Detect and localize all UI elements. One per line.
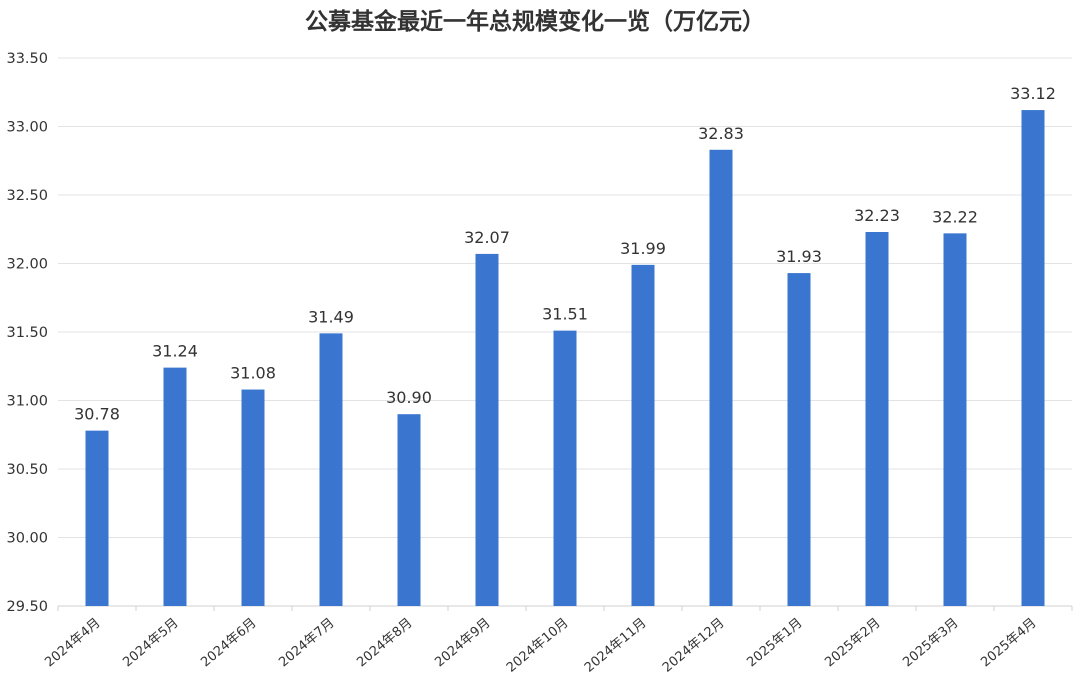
data-labels: 30.78 31.24 31.08 31.49 30.90 32.07 31.51 31.99…: [74, 84, 1056, 424]
bar: [85, 430, 109, 606]
y-tick-label: 31.50: [6, 325, 48, 341]
bar: [397, 414, 421, 606]
data-label: 32.07: [464, 228, 510, 247]
bars: [85, 110, 1045, 607]
data-label: 31.51: [542, 305, 588, 324]
bar: [1021, 110, 1045, 606]
x-tick-label: 2024年12月: [660, 616, 728, 676]
bar: [787, 273, 811, 606]
bar: [475, 253, 499, 606]
data-label: 30.90: [386, 388, 432, 407]
y-tick-label: 29.50: [6, 599, 48, 615]
x-tick-label: 2024年6月: [198, 616, 259, 671]
x-tick-label: 2024年4月: [42, 616, 103, 671]
bar: [241, 389, 265, 606]
y-tick-label: 31.00: [6, 394, 48, 410]
bar: [709, 149, 733, 607]
bar: [943, 233, 967, 607]
data-label: 32.23: [854, 206, 900, 225]
data-label: 32.22: [932, 207, 978, 226]
x-axis-tick-labels: 2024年4月 2024年5月 2024年6月 2024年7月 2024年8月 2024年…: [42, 616, 1039, 676]
y-tick-label: 33.50: [6, 51, 48, 67]
bar: [319, 333, 343, 606]
y-tick-label: 32.00: [6, 257, 48, 273]
data-label: 31.99: [620, 239, 666, 258]
data-label: 31.49: [308, 307, 354, 326]
y-axis-tick-labels: 29.50 30.00 30.50 31.00 31.50 32.00 32.50 33.00…: [6, 51, 48, 615]
x-tick-label: 2025年2月: [822, 616, 883, 671]
bar: [865, 231, 889, 607]
x-tick-label: 2024年5月: [120, 616, 181, 671]
x-tick-label: 2024年11月: [582, 616, 650, 676]
data-label: 31.08: [230, 364, 276, 383]
x-tick-label: 2025年3月: [900, 616, 961, 671]
data-label: 33.12: [1010, 84, 1056, 103]
bar: [631, 264, 655, 606]
x-tick-label: 2024年10月: [504, 616, 572, 676]
x-tick-label: 2024年8月: [354, 616, 415, 671]
data-label: 30.78: [74, 405, 120, 424]
data-label: 32.83: [698, 124, 744, 143]
y-tick-label: 30.50: [6, 462, 48, 478]
data-label: 31.24: [152, 342, 198, 361]
x-tick-label: 2024年9月: [432, 616, 493, 671]
bar: [163, 367, 187, 606]
x-tick-label: 2025年4月: [978, 616, 1039, 671]
y-tick-label: 30.00: [6, 531, 48, 547]
x-tick-label: 2025年1月: [744, 616, 805, 671]
chart-title: 公募基金最近一年总规模变化一览（万亿元）: [305, 8, 765, 35]
y-tick-label: 33.00: [6, 120, 48, 136]
x-tick-label: 2024年7月: [276, 616, 337, 671]
bar: [553, 330, 577, 606]
data-label: 31.93: [776, 247, 822, 266]
y-tick-label: 32.50: [6, 188, 48, 204]
